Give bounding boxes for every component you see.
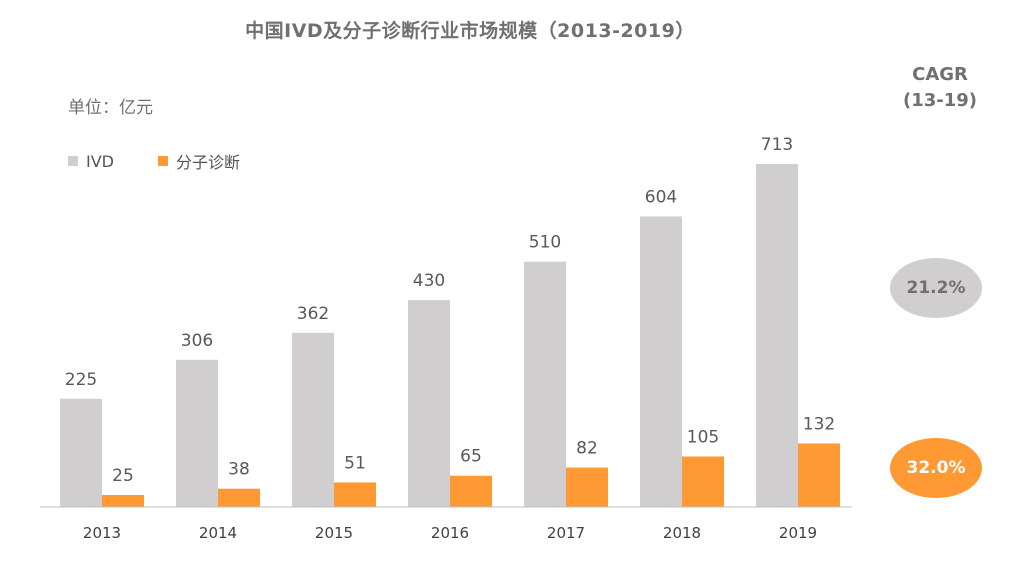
bar-ivd-2017	[524, 261, 566, 507]
bar-ivd-2015	[292, 332, 334, 507]
data-label-molecular-2018: 105	[687, 427, 719, 447]
legend-item-molecular: 分子诊断	[157, 149, 240, 173]
legend-item-ivd: IVD	[68, 152, 114, 171]
cagr-title-line2: (13-19)	[902, 90, 978, 111]
chart-title: 中国IVD及分子诊断行业市场规模（2013-2019）	[245, 20, 695, 42]
x-tick-label-2017: 2017	[547, 524, 585, 542]
x-tick-label-2015: 2015	[315, 524, 353, 542]
legend: IVD 分子诊断	[68, 149, 284, 173]
data-label-ivd-2019: 713	[761, 135, 793, 155]
data-label-molecular-2013: 25	[112, 466, 134, 486]
bar-ivd-2016	[408, 300, 450, 507]
legend-swatch-molecular	[157, 156, 168, 166]
bar-ivd-2019	[756, 164, 798, 507]
x-tick-label-2013: 2013	[83, 524, 121, 542]
data-label-ivd-2016: 430	[413, 271, 445, 291]
x-tick-label-2019: 2019	[779, 524, 817, 542]
cagr-badge-ivd: 21.2%	[890, 258, 982, 318]
data-label-molecular-2016: 65	[460, 447, 482, 467]
data-label-molecular-2015: 51	[344, 453, 366, 473]
data-label-molecular-2017: 82	[576, 439, 598, 459]
bar-ivd-2013	[60, 398, 102, 507]
x-tick-label-2014: 2014	[199, 524, 237, 542]
data-label-ivd-2015: 362	[297, 304, 329, 324]
legend-label-ivd: IVD	[86, 151, 114, 171]
cagr-title: CAGR (13-19)	[880, 62, 1000, 114]
bar-ivd-2018	[640, 216, 682, 507]
bar-molecular-2019	[798, 443, 840, 507]
data-label-molecular-2019: 132	[803, 414, 835, 434]
bar-molecular-2014	[218, 488, 260, 507]
x-tick-label-2016: 2016	[431, 524, 469, 542]
unit-label: 单位：亿元	[68, 98, 153, 118]
legend-swatch-ivd	[68, 156, 78, 166]
legend-label-molecular: 分子诊断	[175, 153, 240, 172]
data-label-ivd-2017: 510	[529, 233, 561, 253]
bar-molecular-2017	[566, 467, 608, 507]
bar-molecular-2013	[102, 494, 144, 507]
bar-molecular-2018	[682, 456, 724, 507]
x-tick-label-2018: 2018	[663, 524, 701, 542]
bar-ivd-2014	[176, 359, 218, 507]
bar-molecular-2016	[450, 475, 492, 507]
cagr-badge-molecular: 32.0%	[890, 438, 982, 498]
data-label-molecular-2014: 38	[228, 460, 250, 480]
bar-molecular-2015	[334, 482, 376, 507]
data-label-ivd-2013: 225	[65, 370, 97, 390]
data-label-ivd-2014: 306	[181, 331, 213, 351]
cagr-title-line1: CAGR	[912, 64, 968, 85]
data-label-ivd-2018: 604	[645, 187, 677, 207]
